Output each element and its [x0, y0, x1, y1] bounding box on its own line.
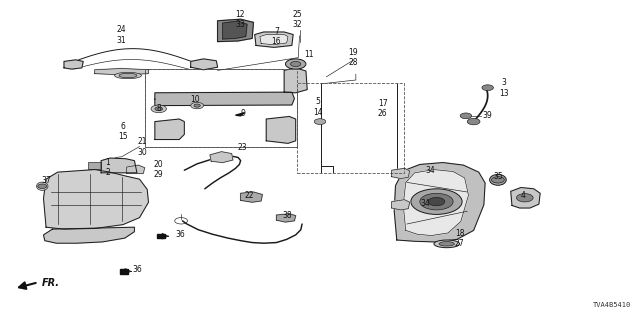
Polygon shape: [95, 68, 148, 75]
Text: 18
27: 18 27: [454, 229, 465, 248]
Circle shape: [467, 118, 480, 125]
Ellipse shape: [36, 182, 48, 190]
Text: 38: 38: [282, 212, 292, 220]
Circle shape: [420, 193, 453, 210]
Circle shape: [428, 197, 445, 206]
Text: 6
15: 6 15: [118, 122, 128, 141]
Text: 5
14: 5 14: [313, 98, 323, 117]
Polygon shape: [120, 269, 128, 274]
Circle shape: [460, 113, 472, 119]
Bar: [88, 162, 101, 169]
Circle shape: [516, 194, 533, 202]
Text: 3
13: 3 13: [499, 78, 509, 98]
Polygon shape: [394, 163, 485, 242]
Ellipse shape: [119, 73, 137, 78]
Text: 19
28: 19 28: [348, 48, 358, 67]
Bar: [297, 83, 404, 173]
Polygon shape: [511, 188, 540, 208]
Polygon shape: [284, 68, 307, 93]
Circle shape: [151, 105, 166, 113]
Circle shape: [411, 189, 462, 214]
Text: 22: 22: [245, 191, 254, 200]
Polygon shape: [241, 192, 262, 202]
Text: TVA4B5410: TVA4B5410: [593, 302, 631, 308]
Circle shape: [291, 61, 301, 67]
Polygon shape: [127, 165, 145, 173]
Text: 37: 37: [41, 176, 51, 185]
Polygon shape: [155, 119, 184, 140]
Ellipse shape: [439, 242, 454, 246]
Ellipse shape: [490, 174, 506, 185]
Bar: [145, 69, 297, 147]
Text: 8: 8: [156, 104, 161, 113]
Polygon shape: [276, 214, 296, 222]
Circle shape: [314, 119, 326, 124]
Text: 36: 36: [132, 265, 143, 274]
Text: 21
30: 21 30: [137, 138, 147, 157]
Polygon shape: [44, 227, 134, 243]
Circle shape: [285, 59, 306, 69]
Text: FR.: FR.: [42, 278, 60, 288]
Text: 10: 10: [190, 95, 200, 104]
Text: 34: 34: [420, 199, 430, 208]
Polygon shape: [255, 32, 293, 47]
Polygon shape: [101, 158, 137, 173]
Text: 35: 35: [493, 172, 503, 181]
Polygon shape: [191, 59, 218, 70]
Polygon shape: [392, 200, 410, 210]
Text: 2: 2: [105, 168, 110, 177]
Text: 4: 4: [521, 191, 526, 200]
Text: 12
33: 12 33: [235, 10, 245, 29]
Polygon shape: [218, 19, 253, 42]
Circle shape: [492, 177, 504, 183]
Polygon shape: [223, 21, 247, 39]
Polygon shape: [157, 234, 165, 238]
Polygon shape: [392, 168, 410, 179]
Circle shape: [194, 104, 200, 107]
Polygon shape: [44, 170, 148, 229]
Text: 17
26: 17 26: [378, 99, 388, 118]
Polygon shape: [236, 113, 244, 116]
Text: 34: 34: [425, 166, 435, 175]
Bar: [145, 69, 297, 147]
Circle shape: [191, 102, 204, 109]
Text: 24
31: 24 31: [116, 26, 127, 45]
Circle shape: [38, 184, 47, 188]
Text: 11: 11: [304, 50, 313, 59]
Text: 36: 36: [175, 230, 186, 239]
Polygon shape: [155, 92, 294, 106]
Text: 25
32: 25 32: [292, 10, 303, 29]
Text: 7
16: 7 16: [271, 27, 282, 46]
Circle shape: [155, 107, 163, 111]
Polygon shape: [210, 152, 233, 163]
Ellipse shape: [115, 72, 141, 79]
Polygon shape: [266, 116, 296, 143]
Polygon shape: [403, 170, 468, 236]
Text: 1: 1: [105, 158, 110, 167]
Polygon shape: [260, 35, 288, 45]
Text: 9: 9: [241, 109, 246, 118]
Ellipse shape: [434, 240, 460, 248]
Text: 39: 39: [483, 111, 493, 120]
Text: 23: 23: [237, 143, 247, 152]
Circle shape: [482, 85, 493, 91]
Text: 20
29: 20 29: [154, 160, 164, 179]
Polygon shape: [64, 60, 83, 69]
